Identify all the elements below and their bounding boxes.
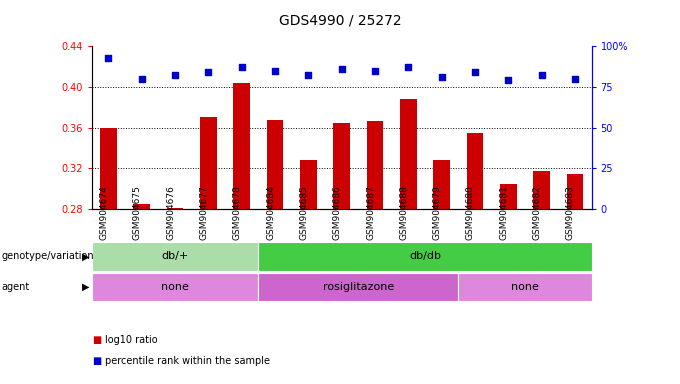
Text: log10 ratio: log10 ratio [105,335,158,345]
Text: GSM904688: GSM904688 [399,185,408,240]
Point [103,55,114,61]
Bar [267,119,284,209]
Bar [92,273,258,301]
Text: ▶: ▶ [82,251,90,262]
Text: ■: ■ [92,356,101,366]
Bar [200,118,217,209]
Point [269,68,280,74]
Text: GSM904678: GSM904678 [233,185,242,240]
Bar [258,273,458,301]
Text: GSM904681: GSM904681 [499,185,509,240]
Text: ▶: ▶ [82,282,90,292]
Bar [533,170,550,209]
Bar [167,208,184,209]
Text: genotype/variation: genotype/variation [1,251,94,262]
Text: db/+: db/+ [161,251,189,262]
Point [570,76,581,82]
Bar [333,122,350,209]
Point [203,69,214,75]
Point [403,64,413,70]
Point [136,76,147,82]
Text: none: none [161,282,189,292]
Point [370,68,381,74]
Text: GSM904676: GSM904676 [166,185,175,240]
Text: db/db: db/db [409,251,441,262]
Point [536,72,547,78]
Bar [500,184,517,209]
Point [337,66,347,72]
Point [237,64,248,70]
Point [170,72,181,78]
Point [469,69,480,75]
Bar [400,99,417,209]
Bar [458,273,592,301]
Text: GSM904686: GSM904686 [333,185,341,240]
Bar [233,83,250,209]
Text: GSM904684: GSM904684 [266,185,275,240]
Text: ■: ■ [92,335,101,345]
Text: GSM904682: GSM904682 [532,185,541,240]
Text: GSM904679: GSM904679 [432,185,442,240]
Text: none: none [511,282,539,292]
Text: GSM904687: GSM904687 [366,185,375,240]
Bar [466,133,483,209]
Bar [300,161,317,209]
Text: rosiglitazone: rosiglitazone [323,282,394,292]
Text: percentile rank within the sample: percentile rank within the sample [105,356,271,366]
Text: GSM904675: GSM904675 [133,185,141,240]
Bar [367,121,384,209]
Text: agent: agent [1,282,30,292]
Text: GSM904674: GSM904674 [99,185,109,240]
Text: GSM904683: GSM904683 [566,185,575,240]
Bar [100,128,117,209]
Point [503,77,514,83]
Text: GSM904680: GSM904680 [466,185,475,240]
Text: GSM904685: GSM904685 [299,185,309,240]
Text: GSM904677: GSM904677 [199,185,208,240]
Bar [133,204,150,209]
Point [437,74,447,80]
Bar [433,161,450,209]
Bar [92,242,258,271]
Bar [566,174,583,209]
Point [303,72,314,78]
Text: GDS4990 / 25272: GDS4990 / 25272 [279,13,401,27]
Bar [258,242,592,271]
